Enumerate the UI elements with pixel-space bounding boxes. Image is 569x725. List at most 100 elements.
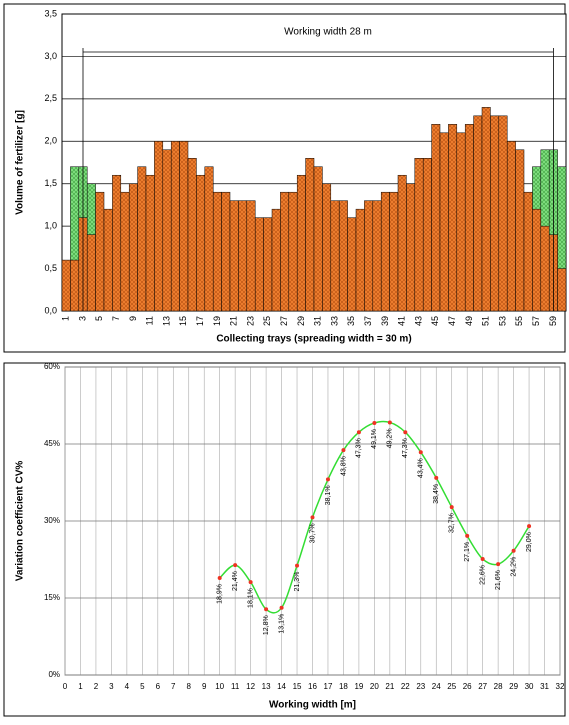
value-label: 12,8% [263,615,270,635]
bar [372,200,382,312]
marker [325,477,330,482]
bar [414,158,424,312]
x-tick-label: 28 [494,682,503,691]
value-label: 24,2% [510,557,517,577]
x-tick-label: 30 [525,682,534,691]
x-tick-label: 5 [94,316,104,321]
bar [540,225,550,312]
x-tick-label: 27 [478,682,487,691]
bar [137,166,147,312]
value-label: 21,6% [495,570,502,590]
bar [439,132,449,312]
bar [364,200,374,312]
bar [196,174,206,312]
x-tick-label: 11 [231,682,240,691]
bar [145,174,155,312]
bar [431,124,441,312]
marker [248,580,253,585]
bar [498,115,508,312]
bar [322,183,332,312]
marker [527,524,532,529]
bar [481,107,491,312]
bar [305,158,315,312]
bar [288,191,298,312]
bar [170,141,180,312]
x-tick-label: 19 [354,682,363,691]
bar [330,200,340,312]
x-tick-label: 3 [109,682,114,691]
x-tick-label: 0 [63,682,68,691]
x-tick-label: 1 [78,682,83,691]
bar [313,166,323,312]
bar [448,124,458,312]
bar [296,174,306,312]
bar [422,158,432,312]
y-tick-label: 2,0 [44,136,57,146]
bar [380,191,390,312]
x-tick-label: 13 [161,316,171,326]
bar [212,191,222,312]
marker [356,430,361,435]
x-tick-label: 23 [416,682,425,691]
marker [217,575,222,580]
x-tick-label: 53 [497,316,507,326]
x-tick-label: 21 [385,682,394,691]
x-tick-label: 5 [140,682,145,691]
y-tick-label: 1,0 [44,221,57,231]
x-tick-label: 31 [540,682,549,691]
x-tick-label: 41 [397,316,407,326]
x-axis-title: Working width [m] [269,700,356,711]
bar [95,191,105,312]
y-tick-label: 30% [44,516,60,525]
bar [490,115,500,312]
bar [254,217,264,312]
marker [418,450,423,455]
bar [515,149,525,312]
x-tick-label: 35 [346,316,356,326]
x-tick-label: 14 [277,682,286,691]
marker [480,556,485,561]
x-tick-label: 33 [329,316,339,326]
bar [204,166,214,312]
value-label: 43,4% [418,458,425,478]
x-tick-label: 27 [279,316,289,326]
y-tick-label: 15% [44,593,60,602]
bar [280,191,290,312]
value-label: 13,1% [278,614,285,634]
value-label: 18,1% [247,588,254,608]
bar [338,200,348,312]
value-label: 27,1% [464,542,471,562]
value-label: 47,3% [356,438,363,458]
value-label: 49,1% [371,429,378,449]
x-tick-label: 1 [61,316,71,321]
x-tick-label: 43 [413,316,423,326]
x-tick-label: 7 [111,316,121,321]
x-tick-label: 3 [77,316,87,321]
y-tick-label: 3,0 [44,51,57,61]
bar-chart: 0,00,51,01,52,02,53,03,51 3 5 7 9 11 13 15 17 19 2… [15,8,567,345]
x-tick-label: 19 [212,316,222,326]
bar [263,217,273,312]
value-label: 43,8% [340,456,347,476]
x-tick-label: 20 [370,682,379,691]
y-tick-label: 45% [44,439,60,448]
x-tick-label: 47 [447,316,457,326]
bar [523,191,533,312]
x-tick-label: 17 [195,316,205,326]
marker [434,475,439,480]
bar [397,174,407,312]
value-label: 32,7% [449,513,456,533]
bar [238,200,248,312]
x-tick-label: 25 [447,682,456,691]
x-tick-label: 16 [308,682,317,691]
x-tick-label: 57 [531,316,541,326]
marker [511,548,516,553]
bar [271,208,281,312]
y-axis-title: Variation coefficient CV% [15,461,26,582]
marker [465,533,470,538]
x-tick-label: 37 [363,316,373,326]
bar [154,141,164,312]
value-label: 49,2% [387,428,394,448]
x-tick-label: 6 [156,682,161,691]
value-label: 22,6% [480,565,487,585]
